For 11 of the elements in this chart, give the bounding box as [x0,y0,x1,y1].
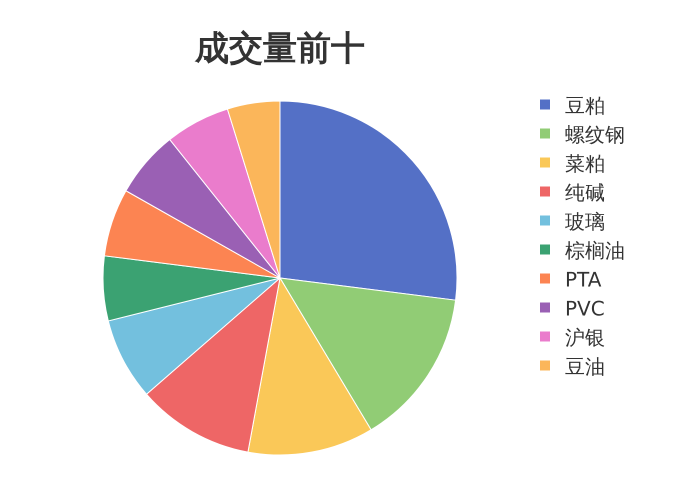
legend-label: PVC [565,296,605,320]
legend-label: 菜粕 [565,151,605,176]
legend-label: 玻璃 [565,209,605,234]
chart-title: 成交量前十 [194,28,365,68]
legend-label: 纯碱 [565,180,605,204]
legend-label: 豆油 [565,354,605,378]
legend-label: 沪银 [565,325,605,350]
legend-label: 棕榈油 [565,238,625,262]
legend-label: 螺纹钢 [565,122,625,146]
legend-label: PTA [565,267,602,292]
legend-label: 豆粕 [565,93,605,118]
